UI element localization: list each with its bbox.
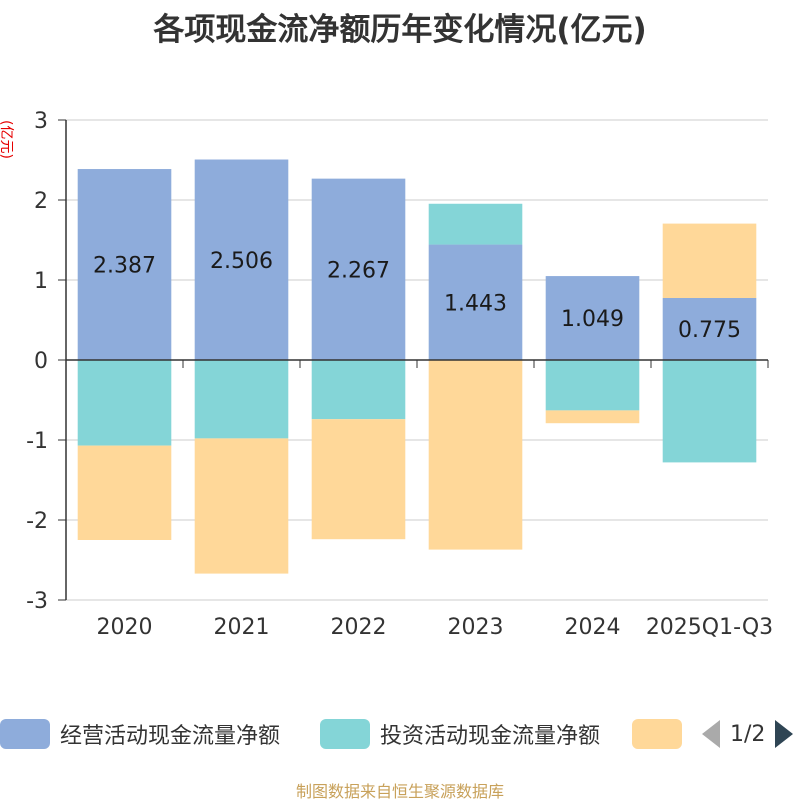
legend: 经营活动现金流量净额 投资活动现金流量净额 bbox=[0, 716, 800, 756]
y-tick-label: 0 bbox=[34, 349, 48, 374]
x-tick-label: 2025Q1-Q3 bbox=[646, 615, 773, 640]
x-tick-label: 2022 bbox=[331, 615, 387, 640]
pager-next-icon[interactable] bbox=[775, 720, 794, 748]
bar-series0-4 bbox=[545, 276, 640, 360]
legend-item-operating[interactable]: 经营活动现金流量净额 bbox=[0, 716, 280, 752]
bar-series0-5 bbox=[662, 298, 757, 360]
bar-series2-5 bbox=[662, 223, 757, 298]
x-tick-label: 2020 bbox=[97, 615, 153, 640]
chart-title: 各项现金流净额历年变化情况(亿元) bbox=[153, 12, 647, 48]
legend-label-operating: 经营活动现金流量净额 bbox=[60, 724, 281, 749]
legend-label-investing: 投资活动现金流量净额 bbox=[380, 724, 601, 749]
y-tick-label: -3 bbox=[26, 589, 48, 614]
legend-swatch-financing bbox=[632, 719, 682, 749]
legend-item-financing[interactable] bbox=[632, 716, 682, 752]
bar-series1-4 bbox=[545, 360, 640, 411]
bar-series0-0 bbox=[77, 169, 172, 360]
x-tick-label: 2024 bbox=[565, 615, 621, 640]
bar-series1-0 bbox=[77, 360, 172, 446]
bar-series1-5 bbox=[662, 360, 757, 463]
bar-series2-4 bbox=[545, 410, 640, 424]
data-label: 1.049 bbox=[561, 307, 624, 332]
y-axis-label: (亿元) bbox=[0, 120, 14, 159]
data-label: 2.506 bbox=[210, 249, 273, 274]
bar-series2-2 bbox=[311, 419, 406, 540]
data-label: 0.775 bbox=[678, 318, 741, 343]
bar-series0-1 bbox=[194, 159, 289, 360]
data-label: 2.387 bbox=[93, 254, 156, 279]
legend-pager: 1/2 bbox=[700, 716, 800, 752]
x-tick-label: 2021 bbox=[214, 615, 270, 640]
bar-series2-3 bbox=[428, 360, 523, 550]
y-tick-label: -1 bbox=[26, 429, 48, 454]
source-note: 制图数据来自恒生聚源数据库 bbox=[295, 782, 504, 801]
bar-series2-0 bbox=[77, 445, 172, 540]
y-tick-label: 1 bbox=[34, 269, 48, 294]
legend-swatch-investing bbox=[320, 719, 370, 749]
y-tick-label: -2 bbox=[26, 509, 48, 534]
y-tick-label: 2 bbox=[34, 189, 48, 214]
data-label: 1.443 bbox=[444, 291, 507, 316]
bar-series1-3 bbox=[428, 203, 523, 245]
legend-item-investing[interactable]: 投资活动现金流量净额 bbox=[320, 716, 600, 752]
bar-series0-2 bbox=[311, 178, 406, 360]
bar-series2-1 bbox=[194, 438, 289, 574]
bar-series0-3 bbox=[428, 244, 523, 360]
bar-series1-2 bbox=[311, 360, 406, 420]
data-label: 2.267 bbox=[327, 258, 390, 283]
cash-flow-chart: 3 2 1 0 -1 -2 -3 (亿元) 2.387 2.506 2.267 1.443 1.049 0… bbox=[0, 109, 773, 640]
bar-series1-1 bbox=[194, 360, 289, 439]
pager-prev-icon[interactable] bbox=[702, 720, 720, 748]
pager-text: 1/2 bbox=[730, 721, 766, 747]
legend-swatch-operating bbox=[0, 719, 50, 749]
x-tick-label: 2023 bbox=[448, 615, 504, 640]
y-tick-label: 3 bbox=[34, 109, 48, 134]
